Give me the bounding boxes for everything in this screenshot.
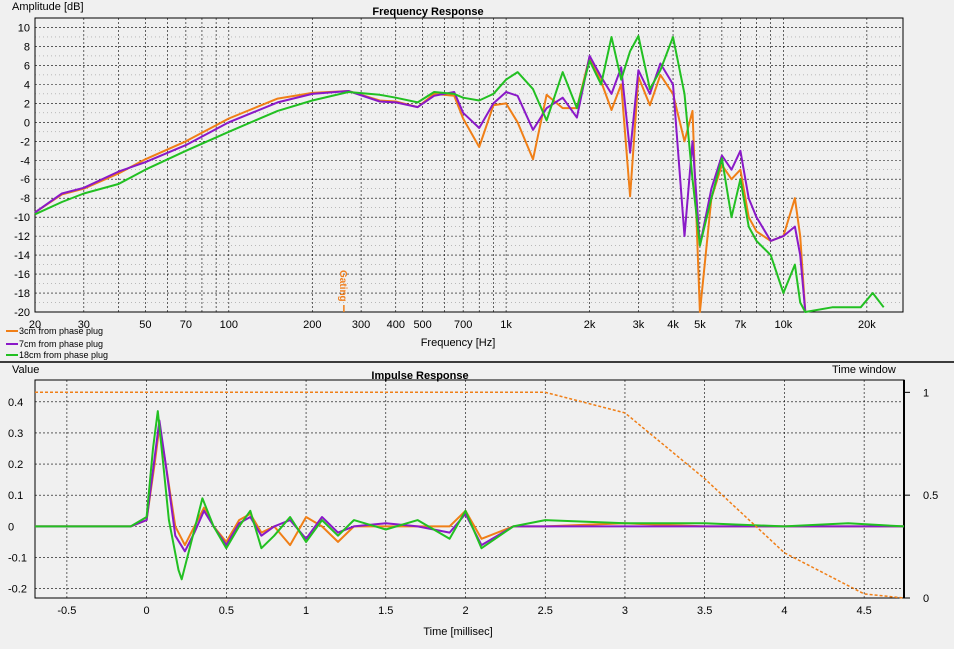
freq-y-tick-label: -16 <box>14 269 30 281</box>
freq-x-tick-label: 300 <box>352 319 370 331</box>
freq-x-tick-label: 4k <box>667 319 679 331</box>
time-window-line <box>35 391 905 599</box>
imp-y-tick-label: 0.2 <box>8 459 23 471</box>
imp-x-tick-label: 4.5 <box>856 605 871 617</box>
imp-x-tick-label: 2.5 <box>538 605 553 617</box>
freq-x-tick-label: 1k <box>500 319 512 331</box>
freq-x-tick-label: 50 <box>139 319 151 331</box>
legend-label-18cm: 18cm from phase plug <box>19 350 108 360</box>
freq-x-tick-label: 10k <box>775 319 793 331</box>
imp-chart-title: Impulse Response <box>371 370 468 382</box>
freq-x-tick-label: 20k <box>858 319 876 331</box>
imp-x-tick-label: 3.5 <box>697 605 712 617</box>
freq-y-tick-label: -14 <box>14 250 30 262</box>
imp-y2-axis-label: Time window <box>832 364 896 376</box>
legend-label-7cm: 7cm from phase plug <box>19 339 103 349</box>
freq-x-tick-label: 200 <box>303 319 321 331</box>
freq-y-ticks: 10 8 6 4 2 0 -2 -4 -6 -8 -10 -12 -14 -16 -18 -20 <box>14 22 30 319</box>
gating-marker: Gating <box>337 270 348 312</box>
gating-label: Gating <box>337 270 348 302</box>
imp-y-tick-label: 0.3 <box>8 428 23 440</box>
freq-series <box>34 35 885 313</box>
freq-legend: 3cm from phase plug 7cm from phase plug … <box>6 326 108 360</box>
freq-y-tick-label: 6 <box>24 60 30 72</box>
imp-x-tick-label: -0.5 <box>57 605 76 617</box>
imp-y-tick-label: 0 <box>8 521 14 533</box>
imp-x-tick-label: 0 <box>144 605 150 617</box>
freq-x-tick-label: 5k <box>694 319 706 331</box>
freq-y-tick-label: -8 <box>20 193 30 205</box>
freq-y-tick-label: -10 <box>14 212 30 224</box>
imp-x-tick-label: 4 <box>781 605 787 617</box>
imp-x-tick-label: 1 <box>303 605 309 617</box>
freq-x-tick-label: 700 <box>454 319 472 331</box>
imp-y2-tick-label: 1 <box>923 387 929 399</box>
imp-y-tick-label: -0.1 <box>8 553 27 565</box>
freq-y-tick-label: 10 <box>18 22 30 34</box>
freq-y-tick-label: -12 <box>14 231 30 243</box>
legend-label-3cm: 3cm from phase plug <box>19 326 103 336</box>
imp-x-tick-label: 2 <box>462 605 468 617</box>
freq-y-tick-label: -18 <box>14 288 30 300</box>
freq-x-ticks: 20 30 50 70 100 200 300 400 500 700 1k 2k 3k 4k 5k 7k 10… <box>29 319 876 331</box>
freq-y-tick-label: 4 <box>24 79 30 91</box>
freq-x-tick-label: 100 <box>220 319 238 331</box>
imp-y2-ticks: 10.50 <box>904 387 938 605</box>
freq-y-tick-label: 0 <box>24 117 30 129</box>
imp-x-axis-label: Time [millisec] <box>423 626 492 638</box>
freq-y-tick-label: -6 <box>20 174 30 186</box>
freq-plot-frame <box>34 17 904 313</box>
freq-y-tick-label: 2 <box>24 98 30 110</box>
imp-y-ticks: 0.4 0.3 0.2 0.1 0 -0.1 -0.2 <box>8 397 27 596</box>
imp-y2-tick-label: 0 <box>923 593 929 605</box>
freq-grid <box>34 18 903 313</box>
freq-x-tick-label: 20 <box>29 319 41 331</box>
imp-series-line-3 <box>35 410 905 581</box>
imp-y-axis-label: Value <box>12 364 39 376</box>
freq-x-tick-label: 400 <box>387 319 405 331</box>
imp-x-tick-label: 1.5 <box>378 605 393 617</box>
imp-y-tick-label: 0.1 <box>8 490 23 502</box>
freq-y-tick-label: 8 <box>24 41 30 53</box>
freq-y-axis-label: Amplitude [dB] <box>12 1 84 13</box>
freq-y-tick-label: -2 <box>20 136 30 148</box>
freq-x-tick-label: 3k <box>633 319 645 331</box>
freq-x-tick-label: 2k <box>584 319 596 331</box>
imp-series <box>35 391 905 599</box>
imp-y-tick-label: 0.4 <box>8 397 23 409</box>
imp-x-tick-label: 0.5 <box>219 605 234 617</box>
freq-x-tick-label: 7k <box>735 319 747 331</box>
freq-x-tick-label: 500 <box>413 319 431 331</box>
freq-series-line-3 <box>34 35 885 313</box>
imp-y-tick-label: -0.2 <box>8 584 27 596</box>
freq-chart-title: Frequency Response <box>372 6 483 18</box>
freq-x-tick-label: 70 <box>180 319 192 331</box>
imp-x-tick-label: 3 <box>622 605 628 617</box>
freq-y-tick-label: -4 <box>20 155 30 167</box>
imp-x-ticks: -0.5 0 0.5 1 1.5 2 2.5 3 3.5 4 4.5 <box>57 605 871 617</box>
freq-series-line-2 <box>34 54 807 313</box>
freq-y-tick-label: -20 <box>14 307 30 319</box>
freq-x-tick-label: 30 <box>78 319 90 331</box>
freq-x-axis-label: Frequency [Hz] <box>421 337 496 349</box>
imp-y2-tick-label: 0.5 <box>923 490 938 502</box>
